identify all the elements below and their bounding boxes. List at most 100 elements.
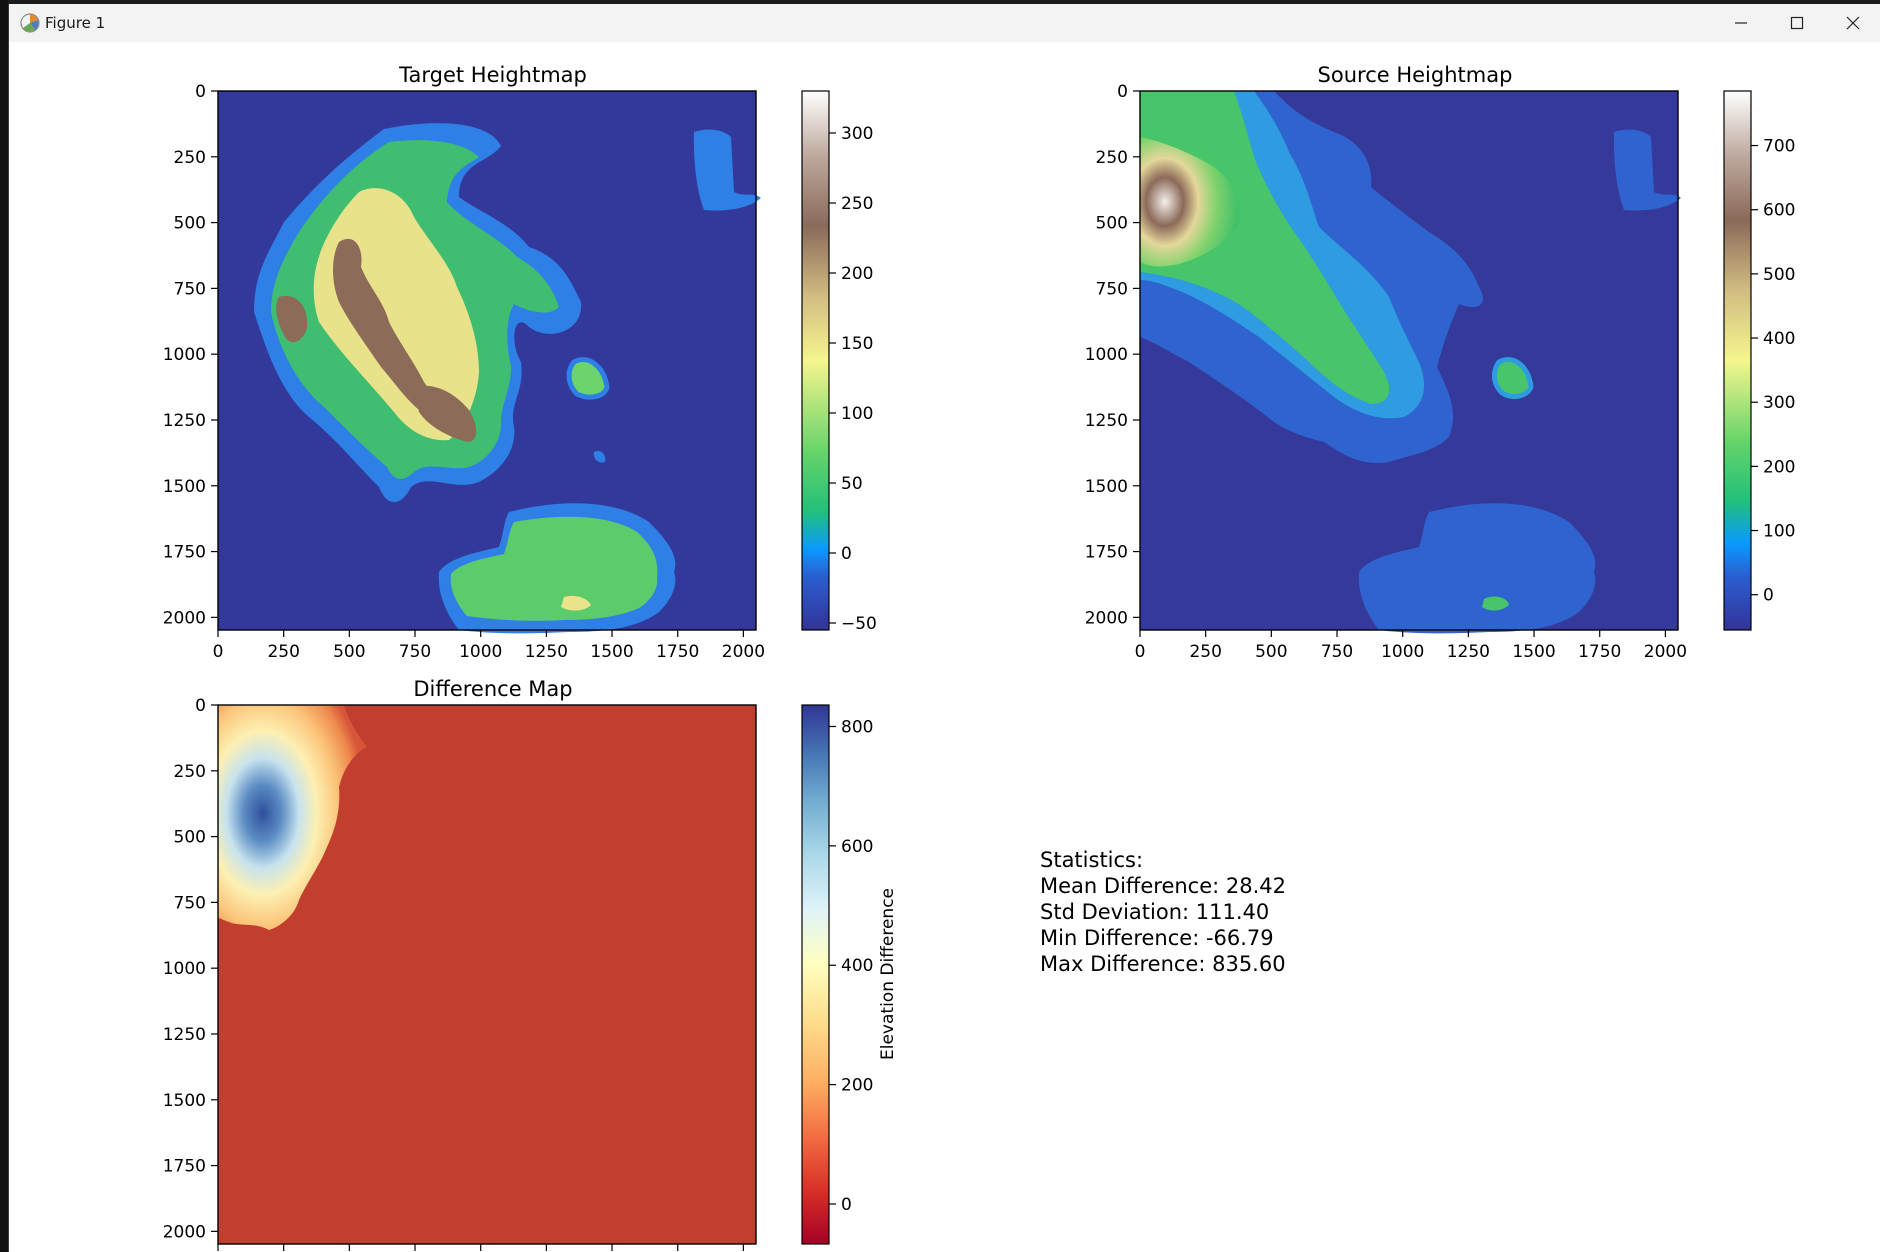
x-tick-label: 1250 bbox=[1447, 642, 1490, 662]
colorbar-tick-label: 200 bbox=[841, 264, 873, 284]
x-tick-label: 0 bbox=[1135, 642, 1146, 662]
difference-map-plot: Difference Map 0 250 500 750 1000 1250 1500 175… bbox=[163, 677, 898, 1251]
y-tick-label: 500 bbox=[1096, 214, 1128, 234]
target-peak-cluster-east bbox=[414, 385, 477, 442]
statistics-panel: Statistics: Mean Difference: 28.42 Std D… bbox=[1040, 847, 1286, 977]
y-tick-label: 1750 bbox=[1085, 543, 1128, 563]
y-tick-label: 750 bbox=[1096, 279, 1128, 299]
difference-colorbar bbox=[801, 704, 830, 1245]
difference-colorbar-ticks: 0 200 400 600 800 bbox=[829, 717, 873, 1215]
x-tick-label: 250 bbox=[1189, 642, 1221, 662]
colorbar-tick-label: 0 bbox=[841, 1195, 852, 1215]
y-tick-label: 250 bbox=[174, 762, 206, 782]
colorbar-tick-label: 0 bbox=[1763, 586, 1774, 606]
y-tick-label: 1750 bbox=[163, 1157, 206, 1177]
colorbar-tick-label: 100 bbox=[1763, 522, 1795, 542]
target-heightmap-plot: Target Heightmap 0 250 500 750 100 bbox=[163, 63, 877, 662]
source-title: Source Heightmap bbox=[1318, 63, 1513, 87]
close-button[interactable] bbox=[1825, 4, 1880, 42]
y-tick-label: 2000 bbox=[163, 608, 206, 628]
target-y-ticks: 0 250 500 750 1000 1250 1500 1750 2000 bbox=[163, 82, 218, 628]
y-tick-label: 750 bbox=[174, 279, 206, 299]
target-north-peaks bbox=[333, 238, 459, 422]
y-tick-label: 1000 bbox=[1085, 345, 1128, 365]
source-south-peak bbox=[1482, 596, 1509, 611]
target-islet bbox=[593, 450, 606, 463]
target-colorbar-ticks: −50 0 50 100 150 200 250 300 bbox=[829, 124, 877, 634]
target-south-peak bbox=[561, 595, 591, 611]
minimize-button[interactable] bbox=[1713, 4, 1769, 42]
target-south-island-land bbox=[450, 516, 658, 621]
y-tick-label: 1500 bbox=[1085, 477, 1128, 497]
x-tick-label: 2000 bbox=[722, 642, 765, 662]
x-tick-label: 1500 bbox=[1512, 642, 1555, 662]
x-tick-label: 1750 bbox=[1578, 642, 1621, 662]
x-tick-label: 750 bbox=[1321, 642, 1353, 662]
colorbar-tick-label: 150 bbox=[841, 334, 873, 354]
colorbar-tick-label: 250 bbox=[841, 194, 873, 214]
colorbar-tick-label: 0 bbox=[841, 544, 852, 564]
x-tick-label: 2000 bbox=[1644, 642, 1687, 662]
x-tick-label: 500 bbox=[1255, 642, 1287, 662]
y-tick-label: 2000 bbox=[1085, 608, 1128, 628]
colorbar-tick-label: 300 bbox=[841, 124, 873, 144]
colorbar-tick-label: 800 bbox=[841, 717, 873, 737]
y-tick-label: 1750 bbox=[163, 543, 206, 563]
statistics-std: Std Deviation: 111.40 bbox=[1040, 900, 1270, 924]
colorbar-tick-label: 300 bbox=[1763, 393, 1795, 413]
y-tick-label: 1000 bbox=[163, 959, 206, 979]
title-bar[interactable]: Figure 1 bbox=[9, 4, 1880, 43]
y-tick-label: 2000 bbox=[163, 1222, 206, 1242]
window-title: Figure 1 bbox=[45, 14, 106, 32]
target-axes-frame bbox=[217, 90, 757, 631]
colorbar-tick-label: 50 bbox=[841, 474, 863, 494]
x-tick-label: 1500 bbox=[590, 642, 633, 662]
y-tick-label: 0 bbox=[195, 696, 206, 716]
source-colorbar bbox=[1723, 90, 1752, 631]
maximize-icon bbox=[1790, 16, 1804, 30]
statistics-mean: Mean Difference: 28.42 bbox=[1040, 874, 1287, 898]
colorbar-tick-label: −50 bbox=[841, 614, 877, 634]
colorbar-tick-label: 200 bbox=[1763, 457, 1795, 477]
source-colorbar-ticks: 0 100 200 300 400 500 600 700 bbox=[1751, 137, 1795, 606]
difference-x-ticks bbox=[217, 1244, 744, 1251]
difference-y-ticks: 0 250 500 750 1000 1250 1500 1750 2000 bbox=[163, 696, 218, 1242]
difference-axes-frame bbox=[217, 704, 757, 1245]
y-tick-label: 0 bbox=[195, 82, 206, 102]
y-tick-label: 1250 bbox=[163, 1025, 206, 1045]
colorbar-tick-label: 600 bbox=[841, 837, 873, 857]
x-tick-label: 1000 bbox=[1381, 642, 1424, 662]
close-icon bbox=[1846, 16, 1860, 30]
y-tick-label: 500 bbox=[174, 828, 206, 848]
target-small-island-east bbox=[566, 357, 610, 400]
target-colorbar bbox=[801, 90, 830, 631]
figure-window: Figure 1 bbox=[8, 4, 1880, 1252]
x-tick-label: 750 bbox=[399, 642, 431, 662]
source-axes-frame bbox=[1139, 90, 1679, 631]
colorbar-tick-label: 100 bbox=[841, 404, 873, 424]
figure-canvas[interactable]: Target Heightmap 0 250 500 750 100 bbox=[9, 42, 1880, 1252]
y-tick-label: 500 bbox=[174, 214, 206, 234]
difference-anomaly-region bbox=[218, 705, 367, 930]
y-tick-label: 750 bbox=[174, 893, 206, 913]
source-x-ticks: 0 250 500 750 1000 1250 1500 1750 2000 bbox=[1135, 630, 1687, 662]
source-ne-island bbox=[1613, 129, 1681, 211]
colorbar-tick-label: 600 bbox=[1763, 201, 1795, 221]
y-tick-label: 250 bbox=[174, 148, 206, 168]
y-tick-label: 250 bbox=[1096, 148, 1128, 168]
colorbar-tick-label: 700 bbox=[1763, 137, 1795, 157]
target-title: Target Heightmap bbox=[398, 63, 587, 87]
maximize-button[interactable] bbox=[1769, 4, 1825, 42]
statistics-max: Max Difference: 835.60 bbox=[1040, 952, 1286, 976]
matplotlib-app-icon bbox=[20, 13, 40, 33]
minimize-icon bbox=[1735, 22, 1747, 24]
x-tick-label: 1000 bbox=[459, 642, 502, 662]
difference-colorbar-label: Elevation Difference bbox=[878, 888, 898, 1060]
target-x-ticks: 0 250 500 750 1000 1250 1500 1750 2000 bbox=[213, 630, 765, 662]
source-heightmap-plot: Source Heightmap 0 250 500 750 1000 1250 1500 1… bbox=[1085, 63, 1796, 662]
source-highlands bbox=[1140, 137, 1240, 267]
statistics-heading: Statistics: bbox=[1040, 848, 1144, 872]
x-tick-label: 0 bbox=[213, 642, 224, 662]
figure-svg: Target Heightmap 0 250 500 750 100 bbox=[163, 63, 1796, 1251]
colorbar-tick-label: 200 bbox=[841, 1076, 873, 1096]
